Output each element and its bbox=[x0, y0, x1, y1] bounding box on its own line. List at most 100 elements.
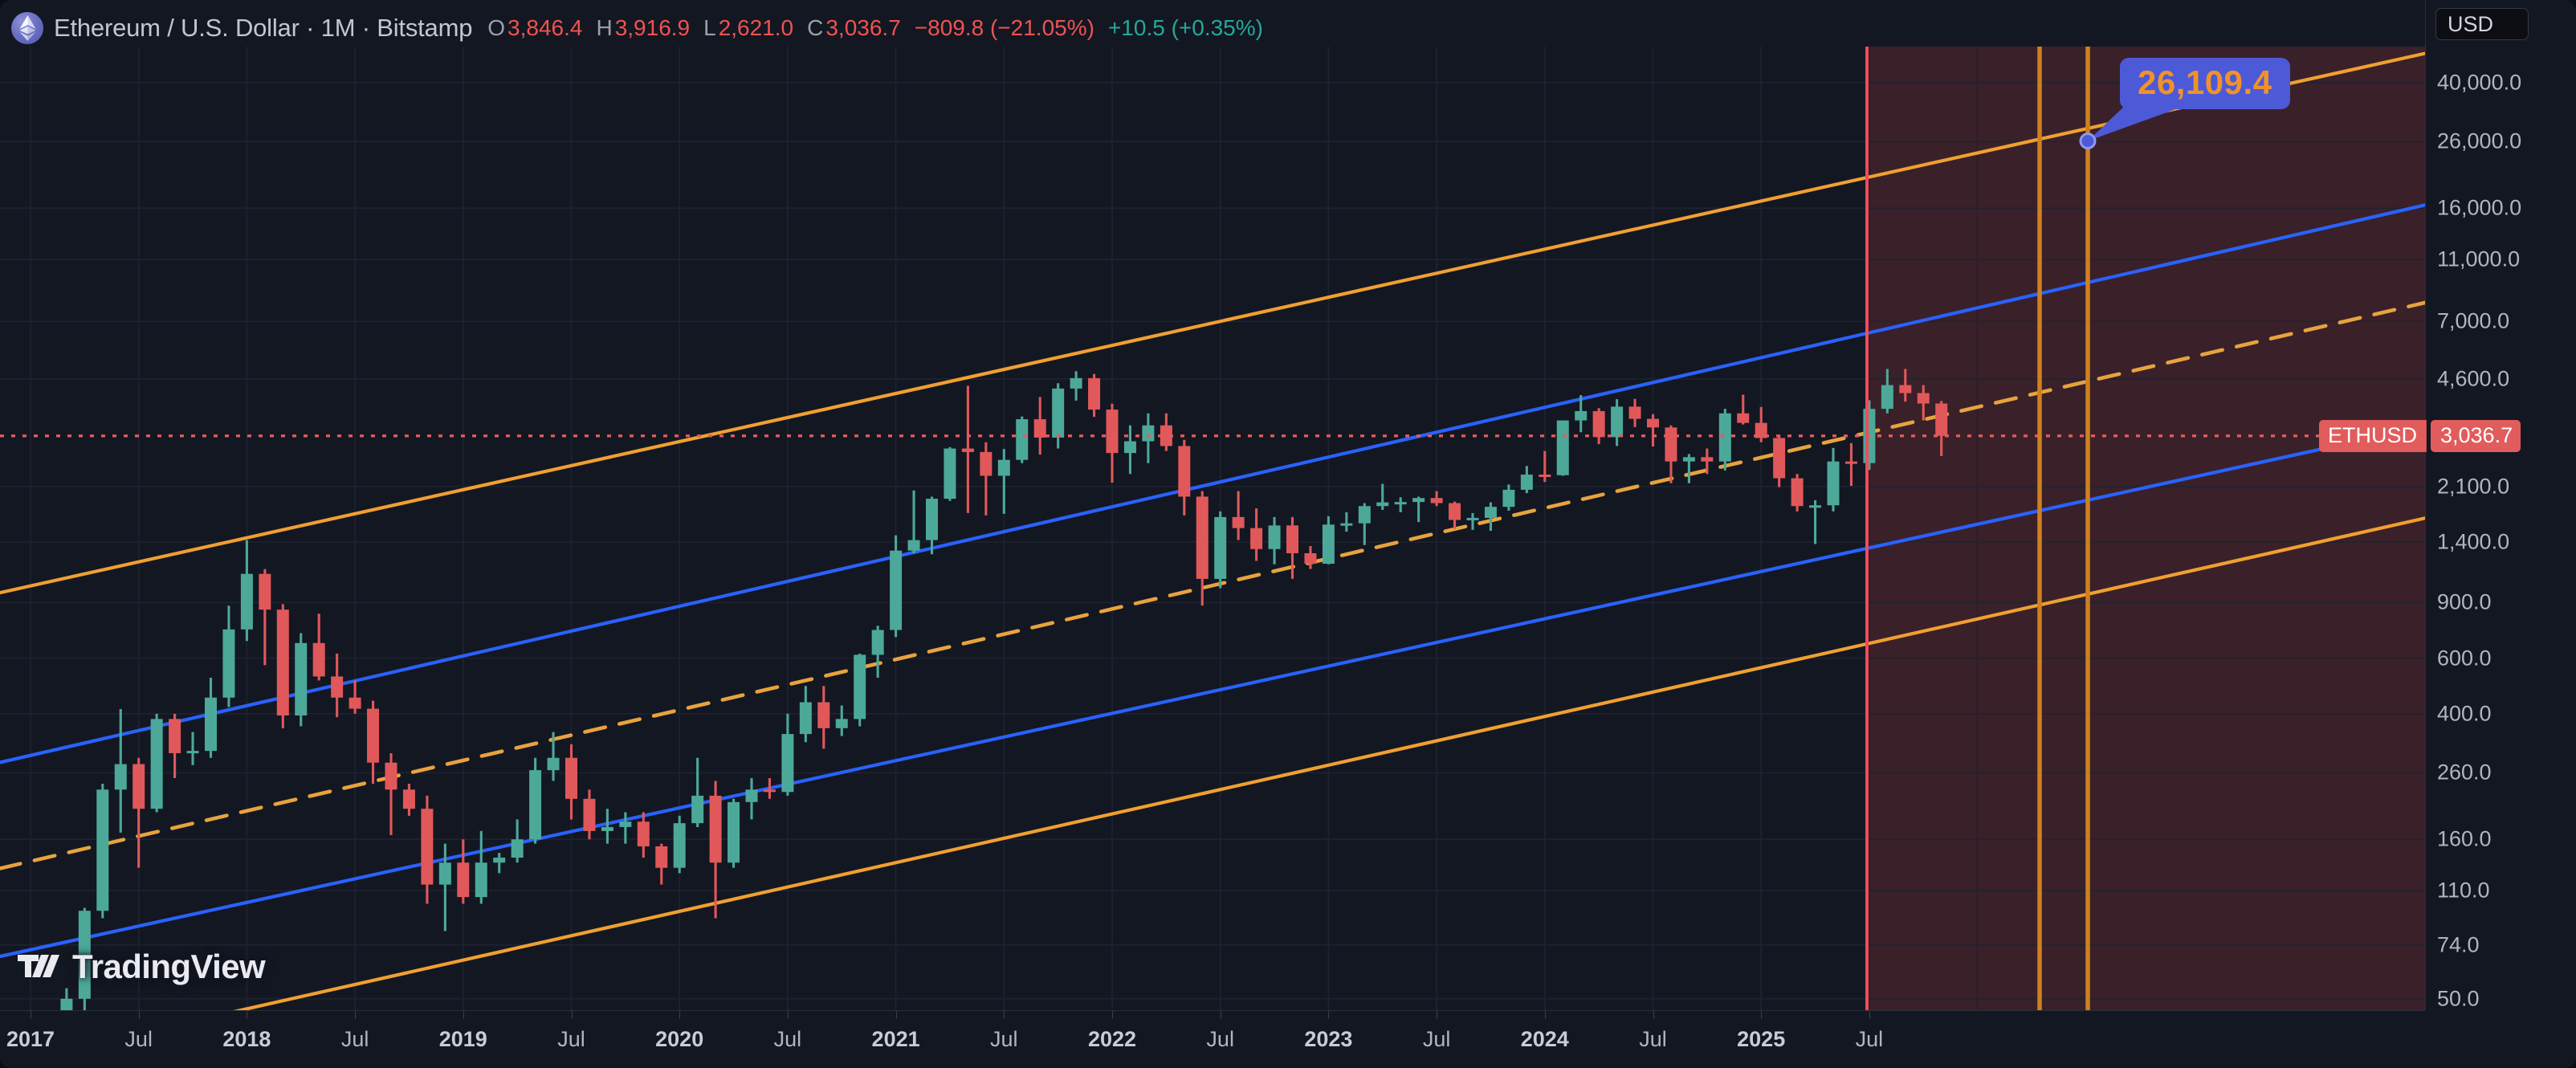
time-tick-mark bbox=[1869, 1011, 1870, 1019]
candle-body bbox=[1665, 427, 1677, 462]
price-tick: 110.0 bbox=[2437, 878, 2490, 903]
candle-body bbox=[763, 789, 776, 793]
candle-body bbox=[475, 862, 487, 898]
candle-body bbox=[96, 789, 109, 911]
price-target-callout[interactable]: 26,109.4 bbox=[2120, 57, 2290, 109]
candle-body bbox=[367, 708, 380, 763]
candle-body bbox=[1178, 446, 1191, 497]
candle-body bbox=[1052, 388, 1065, 438]
candle-body bbox=[1755, 422, 1767, 438]
candle-body bbox=[1142, 425, 1155, 442]
price-target-label: 26,109.4 bbox=[2138, 63, 2272, 101]
time-tick: 2022 bbox=[1087, 1027, 1137, 1051]
time-tick-mark bbox=[679, 1011, 681, 1019]
time-tick: 2018 bbox=[222, 1027, 271, 1051]
time-tick: Jul bbox=[124, 1027, 153, 1051]
candle-body bbox=[691, 795, 704, 824]
time-tick: 2017 bbox=[6, 1027, 55, 1051]
candle-body bbox=[1449, 503, 1461, 520]
symbol-badge-label: ETHUSD bbox=[2328, 423, 2418, 448]
time-tick-mark bbox=[895, 1011, 897, 1019]
price-tick: 74.0 bbox=[2437, 932, 2480, 957]
candle-body bbox=[1160, 425, 1172, 446]
candle-body bbox=[1520, 475, 1533, 490]
price-tick: 600.0 bbox=[2437, 646, 2492, 671]
time-axis[interactable]: 2017 Jul 2018 Jul 2019 Jul 2020 Jul 2021 Jul 2022 J… bbox=[0, 1010, 2425, 1068]
upper-outer-channel bbox=[0, 51, 2425, 595]
price-tick: 26,000.0 bbox=[2437, 128, 2522, 153]
candle-body bbox=[1682, 457, 1695, 462]
price-tick: 40,000.0 bbox=[2437, 70, 2522, 95]
candle-body bbox=[1358, 506, 1371, 524]
lower-inner-channel bbox=[0, 424, 2425, 959]
candle-body bbox=[1628, 406, 1641, 419]
candle-body bbox=[421, 809, 434, 885]
price-tick: 160.0 bbox=[2437, 826, 2492, 851]
currency-chip-label: USD bbox=[2448, 11, 2494, 36]
candle-body bbox=[169, 719, 181, 753]
candle-body bbox=[583, 798, 596, 831]
candle-body bbox=[1592, 410, 1605, 438]
candle-body bbox=[1917, 393, 1930, 404]
chart-plot-area[interactable] bbox=[0, 47, 2425, 1010]
time-tick-mark bbox=[1328, 1011, 1330, 1019]
ohlc-open-value: 3,846.4 bbox=[507, 15, 583, 40]
price-axis[interactable]: USD 40,000.0 26,000.0 16,000.0 11,000.0 7,00… bbox=[2425, 0, 2576, 1010]
candle-body bbox=[1701, 457, 1714, 462]
currency-chip[interactable]: USD bbox=[2435, 8, 2529, 40]
candle-body bbox=[961, 448, 974, 452]
candle-body bbox=[1430, 498, 1443, 503]
upper-inner-channel bbox=[0, 203, 2425, 764]
time-tick-mark bbox=[1544, 1011, 1546, 1019]
ohlc-close: C 3,036.7 bbox=[807, 15, 901, 41]
candle-body bbox=[1088, 377, 1101, 410]
ohlc-high-value: 3,916.9 bbox=[614, 15, 691, 40]
candle-body bbox=[835, 719, 848, 728]
candle-body bbox=[1647, 418, 1659, 428]
candle-body bbox=[348, 697, 361, 709]
ohlc-values: O 3,846.4 H 3,916.9 L 2,621.0 C 3,036.7 … bbox=[487, 15, 1277, 41]
ohlc-high: H 3,916.9 bbox=[596, 15, 690, 41]
time-tick: 2019 bbox=[438, 1027, 487, 1051]
candle-body bbox=[926, 499, 938, 540]
candle-body bbox=[1016, 419, 1029, 460]
candle-body bbox=[529, 770, 542, 840]
median-line bbox=[0, 300, 2425, 870]
candle-body bbox=[944, 448, 956, 499]
time-tick: Jul bbox=[1639, 1027, 1667, 1051]
ohlc-open-key: O bbox=[487, 15, 506, 40]
candle-body bbox=[817, 702, 830, 728]
candle-body bbox=[655, 846, 668, 868]
candle-body bbox=[438, 862, 451, 885]
candlestick-chart-svg bbox=[0, 47, 2425, 1010]
ohlc-low-key: L bbox=[703, 15, 716, 40]
time-tick: Jul bbox=[557, 1027, 585, 1051]
candle-body bbox=[619, 821, 632, 827]
candle-body bbox=[240, 573, 253, 630]
candle-body bbox=[1033, 419, 1046, 438]
ohlc-close-value: 3,036.7 bbox=[825, 15, 901, 40]
current-price-badge[interactable]: 3,036.7 bbox=[2431, 419, 2521, 452]
time-tick: Jul bbox=[340, 1027, 369, 1051]
time-tick: Jul bbox=[990, 1027, 1018, 1051]
current-price-value: 3,036.7 bbox=[2440, 423, 2513, 448]
candle-body bbox=[276, 609, 289, 715]
price-tick: 50.0 bbox=[2437, 986, 2480, 1011]
vertical-marker-lines bbox=[1865, 47, 2090, 1010]
candle-body bbox=[1827, 461, 1840, 506]
time-tick-mark bbox=[571, 1011, 573, 1019]
price-tick: 7,000.0 bbox=[2437, 308, 2510, 333]
candle-body bbox=[871, 630, 884, 655]
time-tick-mark bbox=[463, 1011, 464, 1019]
time-tick: Jul bbox=[1206, 1027, 1234, 1051]
candle-body bbox=[1718, 413, 1731, 462]
price-tick: 1,400.0 bbox=[2437, 529, 2510, 554]
ohlc-high-key: H bbox=[596, 15, 613, 40]
time-tick: 2021 bbox=[871, 1027, 920, 1051]
candle-body bbox=[1286, 525, 1298, 553]
time-tick: 2024 bbox=[1520, 1027, 1569, 1051]
symbol-price-badge[interactable]: ETHUSD bbox=[2319, 419, 2427, 452]
time-tick-mark bbox=[1761, 1011, 1763, 1019]
candle-body bbox=[745, 789, 758, 802]
price-tick: 11,000.0 bbox=[2437, 247, 2521, 271]
